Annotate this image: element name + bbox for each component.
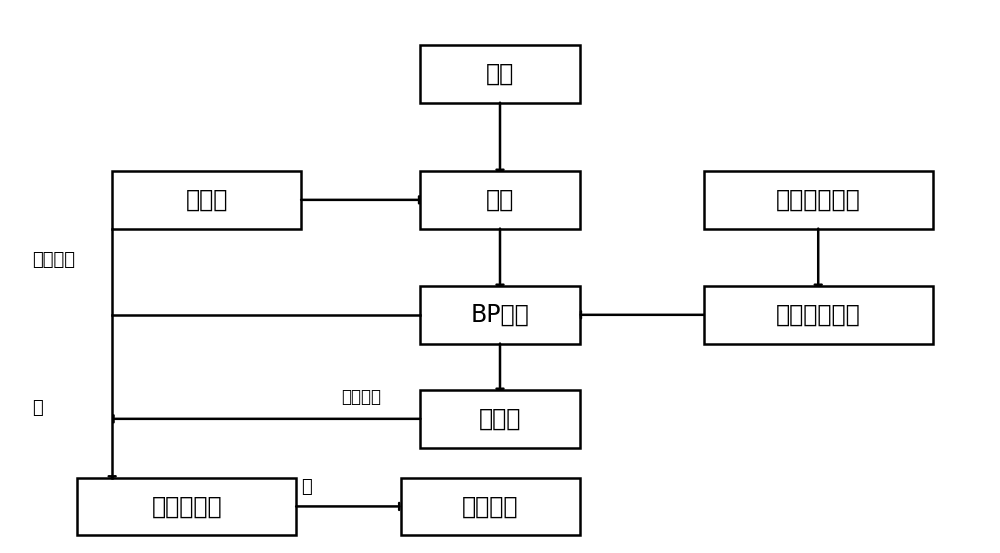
- Text: 模型参数设置: 模型参数设置: [776, 303, 861, 327]
- Text: 网络模型选择: 网络模型选择: [776, 188, 861, 212]
- FancyBboxPatch shape: [420, 390, 580, 447]
- FancyBboxPatch shape: [420, 286, 580, 343]
- Text: 对比: 对比: [486, 188, 514, 212]
- FancyBboxPatch shape: [112, 171, 301, 228]
- FancyBboxPatch shape: [420, 45, 580, 103]
- Text: 二次对比: 二次对比: [341, 388, 381, 406]
- FancyBboxPatch shape: [704, 286, 933, 343]
- Text: 输出结果: 输出结果: [462, 494, 518, 518]
- Text: 示値: 示値: [486, 62, 514, 86]
- Text: 参考値: 参考値: [185, 188, 228, 212]
- FancyBboxPatch shape: [704, 171, 933, 228]
- Text: 高: 高: [301, 478, 312, 496]
- FancyBboxPatch shape: [401, 478, 580, 535]
- Text: 校准値: 校准値: [479, 407, 521, 431]
- Text: 误差接受度: 误差接受度: [151, 494, 222, 518]
- FancyBboxPatch shape: [77, 478, 296, 535]
- Text: BP网络: BP网络: [471, 303, 529, 327]
- FancyBboxPatch shape: [420, 171, 580, 228]
- Text: 低: 低: [33, 399, 43, 417]
- Text: 优化技术: 优化技术: [33, 251, 76, 269]
